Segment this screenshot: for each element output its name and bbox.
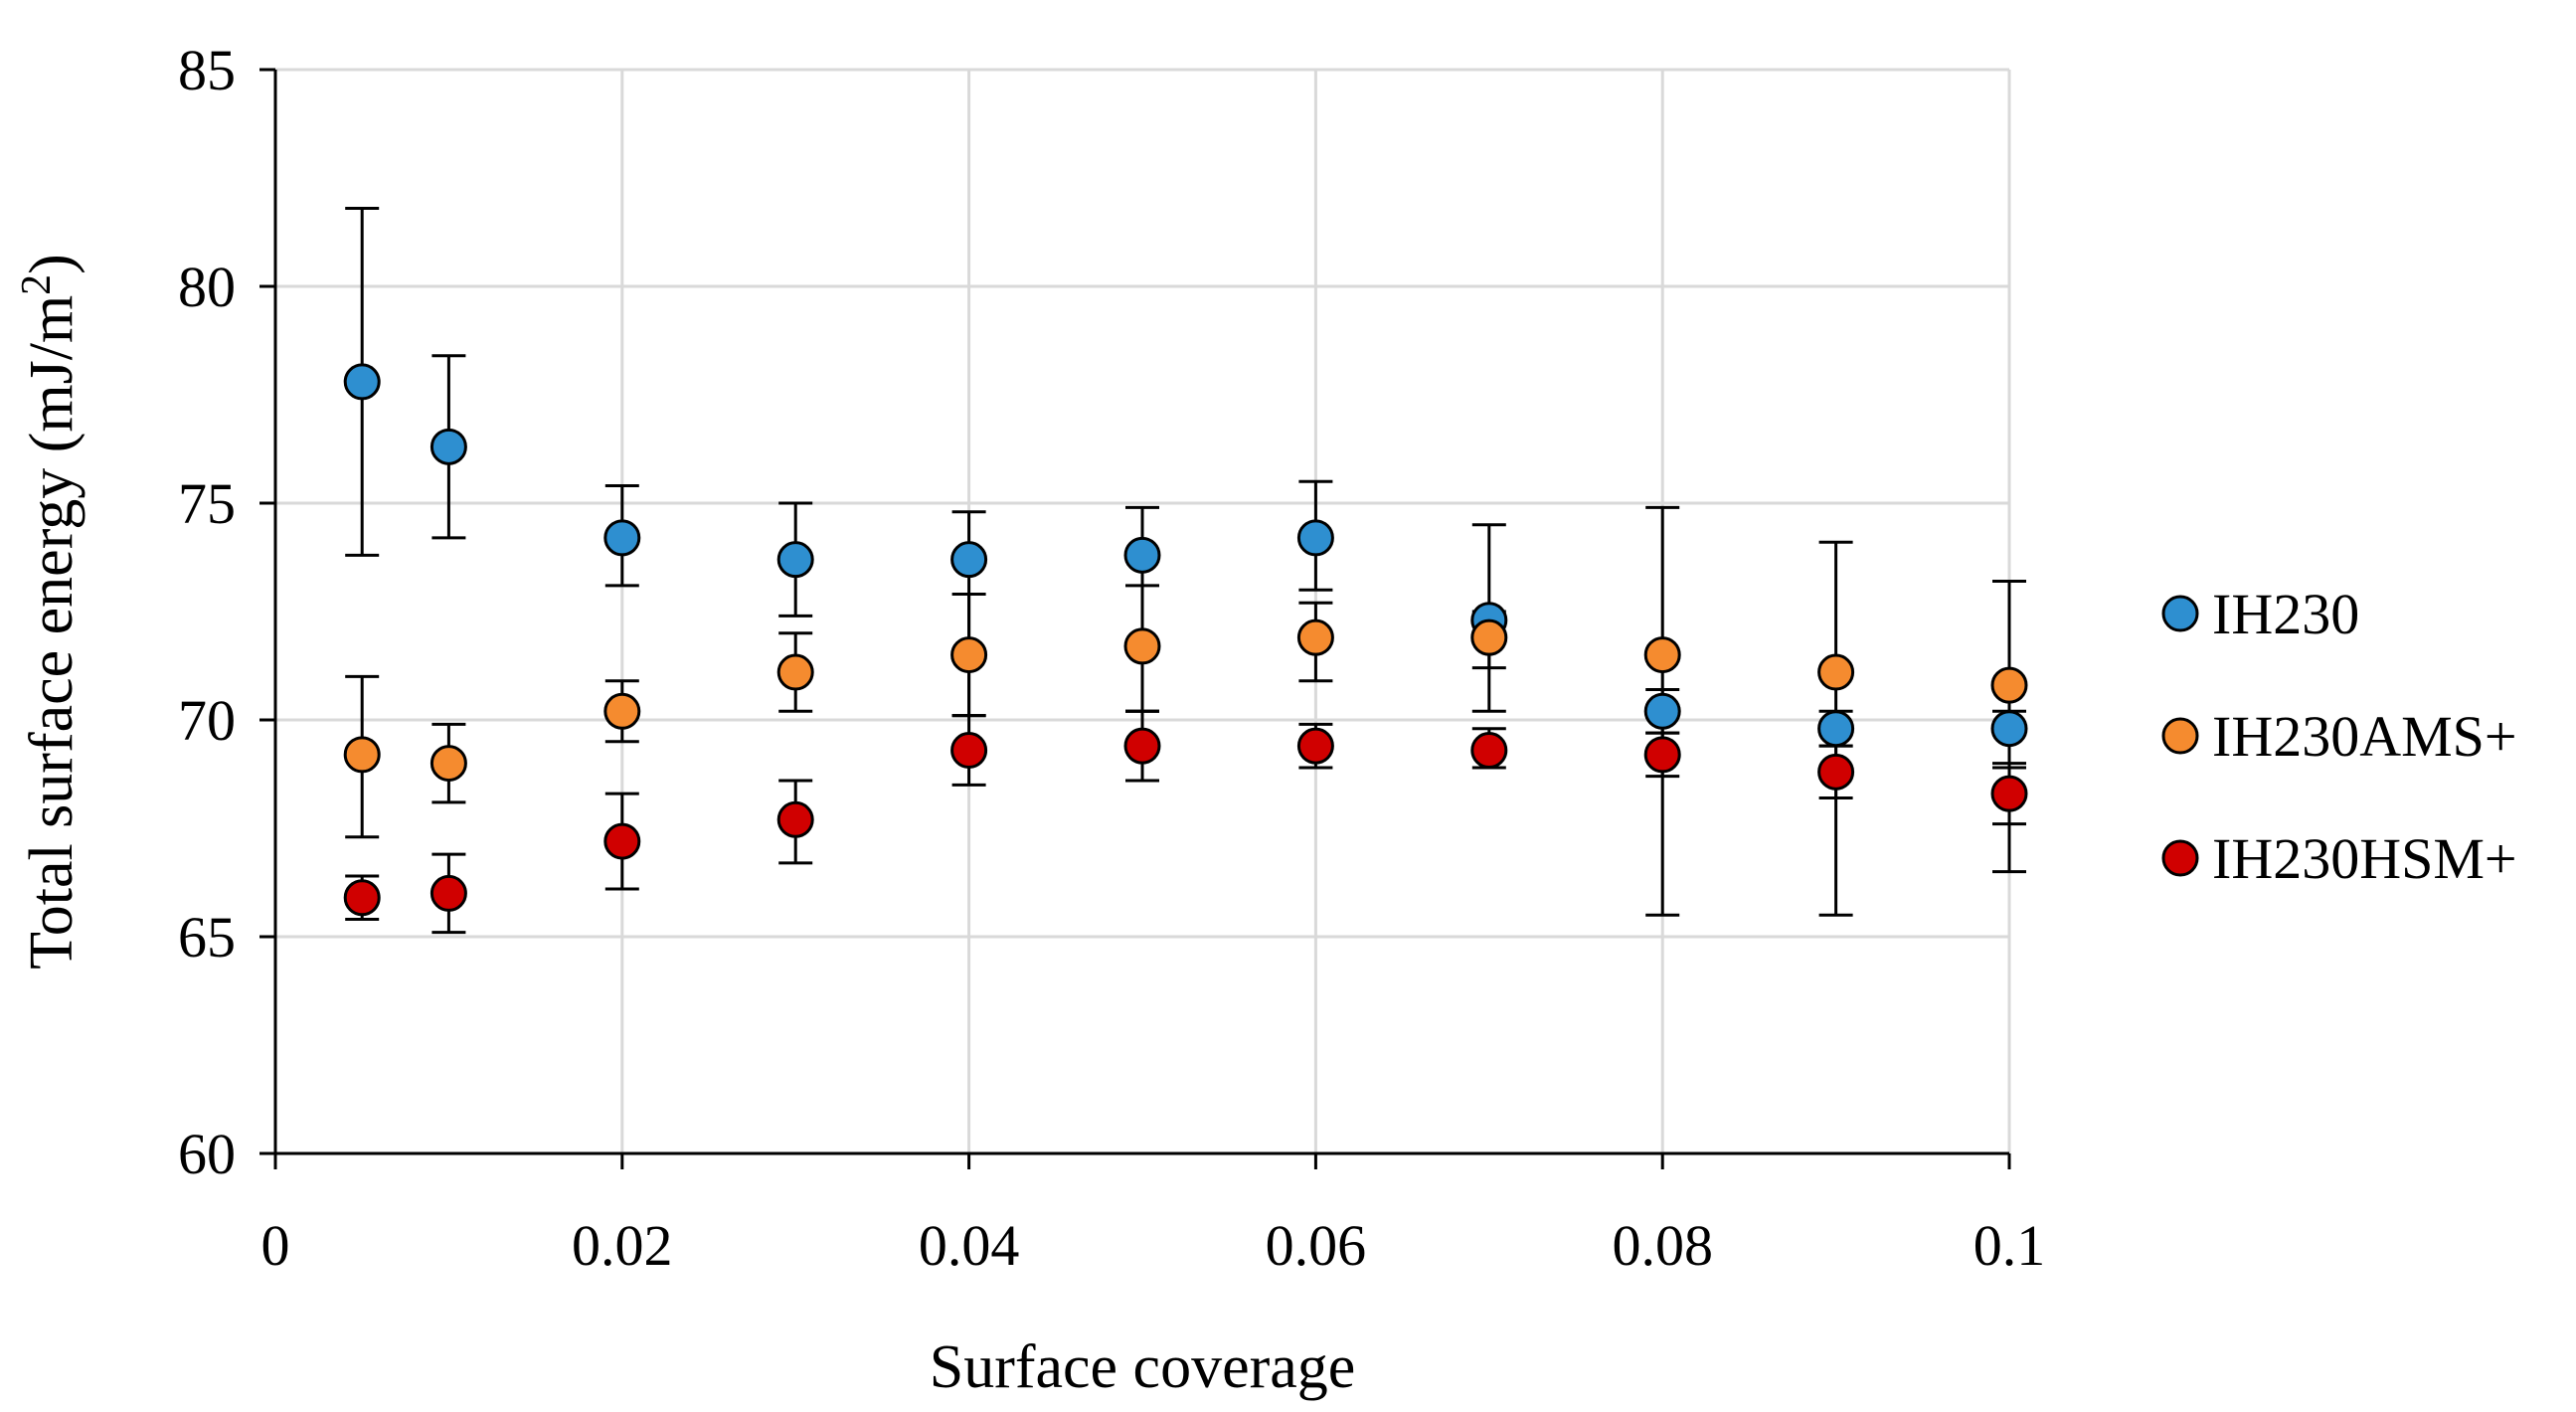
data-point [1643,636,1681,674]
legend-label: IH230 [2212,582,2359,646]
data-point [1123,536,1161,574]
data-points [343,363,2028,917]
data-point [1817,753,1855,791]
data-point [603,822,641,860]
legend-entry: IH230HSM+ [2161,826,2517,891]
y-tick-label: 70 [178,688,236,753]
data-point [603,692,641,730]
y-axis-title: Total surface energy (mJ/m2) [14,254,86,970]
y-tick-label: 60 [178,1122,236,1186]
data-point [1817,710,1855,748]
data-point [1990,775,2028,812]
legend-marker [2161,839,2199,877]
legend-marker [2161,717,2199,755]
x-tick-label: 0.04 [919,1213,1020,1278]
y-tick-label: 75 [178,471,236,536]
data-point [1817,653,1855,691]
data-point [776,800,814,838]
data-point [1470,732,1508,770]
error-bars [345,207,2026,935]
data-point [343,736,381,774]
data-point [950,732,988,770]
y-axis-title-main: Total surface energy (mJ/m [18,295,86,970]
data-point [429,874,467,912]
data-point [1123,627,1161,665]
data-point [776,541,814,579]
data-point [950,541,988,579]
data-point [1990,666,2028,704]
y-axis-title-superscript: 2 [14,274,60,295]
data-point [1643,692,1681,730]
data-point [1990,710,2028,748]
data-point [343,363,381,401]
x-tick-label: 0.1 [1974,1213,2046,1278]
data-point [1296,618,1334,656]
y-tick-label: 65 [178,905,236,970]
data-point [950,636,988,674]
x-tick-label: 0 [261,1213,290,1278]
tick-labels: 60 65 70 75 80 85 0 0.02 0.04 0.06 0.08 0.1 [178,38,2045,1278]
data-point [1643,736,1681,774]
data-point [1470,618,1508,656]
y-tick-label: 85 [178,38,236,102]
x-axis-title: Surface coverage [930,1333,1356,1401]
data-point [343,879,381,917]
data-point [1123,727,1161,765]
data-point [429,745,467,783]
y-tick-label: 80 [178,255,236,319]
data-point [1296,727,1334,765]
x-tick-label: 0.06 [1266,1213,1367,1278]
axes [259,68,2011,1169]
legend-marker [2161,595,2199,632]
x-tick-label: 0.08 [1612,1213,1713,1278]
data-point [776,653,814,691]
legend-label: IH230HSM+ [2212,826,2517,891]
data-point [429,428,467,465]
legend-entry: IH230 [2161,582,2359,646]
data-point [603,519,641,557]
legend-entry: IH230AMS+ [2161,704,2517,769]
y-axis-title-close: ) [18,254,86,274]
data-point [1296,519,1334,557]
legend: IH230 IH230AMS+ IH230HSM+ [2161,582,2517,891]
legend-label: IH230AMS+ [2212,704,2517,769]
x-tick-label: 0.02 [572,1213,673,1278]
